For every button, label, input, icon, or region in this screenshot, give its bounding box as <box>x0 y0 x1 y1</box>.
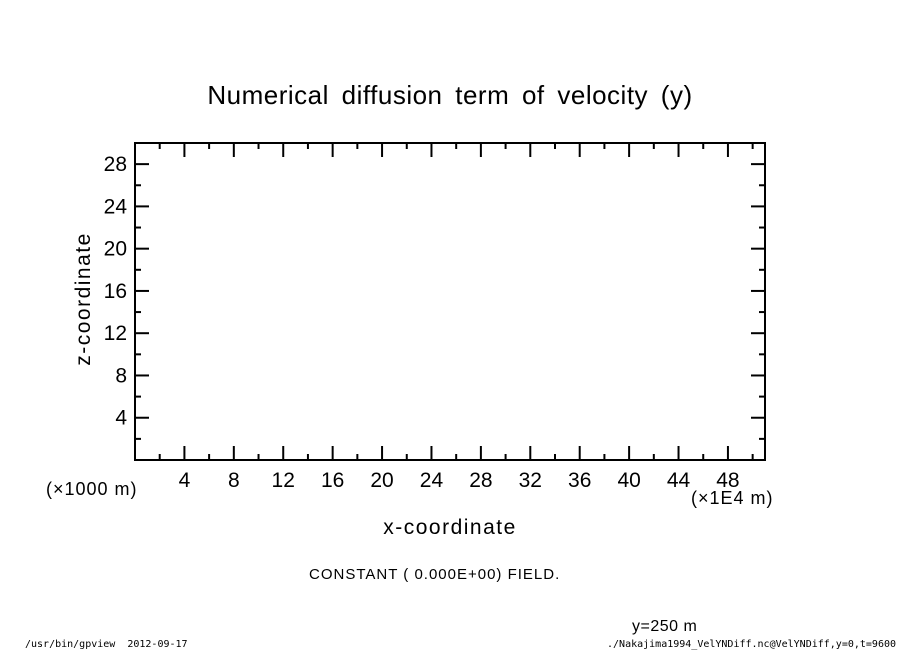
y-tick-label: 16 <box>104 280 127 303</box>
y-tick-label: 12 <box>104 322 127 345</box>
x-tick-label: 48 <box>716 469 739 492</box>
x-tick-label: 16 <box>321 469 344 492</box>
y-tick-label: 8 <box>115 364 127 387</box>
x-tick-label: 44 <box>667 469 691 492</box>
slice-annotations: y=250 m t=9600 sec <box>632 574 716 654</box>
footer-command-line: /usr/bin/gpview 2012-09-17 <box>25 639 188 650</box>
y-axis-title: z-coordinate <box>72 232 95 366</box>
x-tick-label: 8 <box>228 469 240 492</box>
y-axis-units-label: (×1000 m) <box>46 479 138 499</box>
x-tick-label: 32 <box>519 469 542 492</box>
x-tick-label: 36 <box>568 469 591 492</box>
footer-data-source: ./Nakajima1994_VelYNDiff.nc@VelYNDiff,y=… <box>607 639 896 650</box>
x-axis-units-label: (×1E4 m) <box>691 488 774 508</box>
x-tick-label: 40 <box>617 469 640 492</box>
x-tick-label: 20 <box>370 469 393 492</box>
x-tick-label: 4 <box>179 469 191 492</box>
y-tick-label: 4 <box>115 407 127 430</box>
plot-title: Numerical diffusion term of velocity (y) <box>207 80 693 110</box>
constant-field-note: CONSTANT ( 0.000E+00) FIELD. <box>309 566 561 583</box>
y-tick-label: 28 <box>104 153 127 176</box>
y-slice-annotation: y=250 m <box>632 618 698 635</box>
y-tick-label: 20 <box>104 238 127 261</box>
x-tick-label: 12 <box>272 469 295 492</box>
axes-frame <box>134 142 766 461</box>
x-tick-label: 24 <box>420 469 444 492</box>
x-tick-label: 28 <box>469 469 492 492</box>
x-axis-title: x-coordinate <box>383 516 517 539</box>
y-tick-label: 24 <box>104 195 128 218</box>
